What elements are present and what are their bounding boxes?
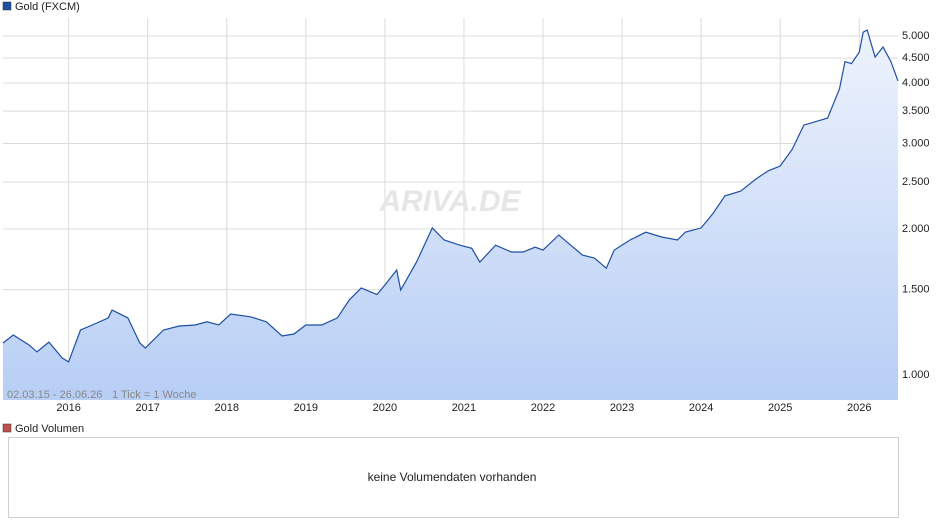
y-tick-label: 1.000 — [902, 369, 930, 381]
x-tick-label: 2018 — [215, 402, 239, 414]
line — [2, 29, 899, 363]
y-tick-label: 2.500 — [902, 176, 930, 188]
x-tick-label: 2022 — [531, 402, 555, 414]
area — [3, 30, 898, 400]
volume-swatch — [2, 423, 12, 433]
x-tick-label: 2016 — [56, 402, 80, 414]
volume-title: Gold Volumen — [15, 423, 84, 435]
x-tick-label: 2023 — [610, 402, 634, 414]
x-tick-label: 2017 — [135, 402, 159, 414]
date-range: 02.03.15 - 26.06.26 — [7, 389, 102, 401]
y-tick-label: 1.500 — [902, 283, 930, 295]
x-tick-label: 2019 — [294, 402, 318, 414]
volume-message: keine Volumendaten vorhanden — [368, 470, 537, 484]
legend-label: Gold (FXCM) — [15, 1, 80, 13]
legend-swatch — [2, 1, 12, 11]
y-tick-label: 5.000 — [902, 30, 930, 42]
y-tick-label: 4.500 — [902, 52, 930, 64]
x-tick-label: 2024 — [689, 402, 713, 414]
watermark: ARIVA.DE — [378, 185, 521, 218]
x-tick-label: 2025 — [768, 402, 792, 414]
y-tick-label: 3.500 — [902, 105, 930, 117]
volume-panel — [8, 437, 899, 518]
x-tick-label: 2020 — [373, 402, 397, 414]
y-tick-label: 3.000 — [902, 137, 930, 149]
x-tick-label: 2021 — [452, 402, 476, 414]
x-tick-label: 2026 — [847, 402, 871, 414]
y-tick-label: 4.000 — [902, 77, 930, 89]
interval: 1 Tick = 1 Woche — [112, 389, 196, 401]
y-tick-label: 2.000 — [902, 223, 930, 235]
